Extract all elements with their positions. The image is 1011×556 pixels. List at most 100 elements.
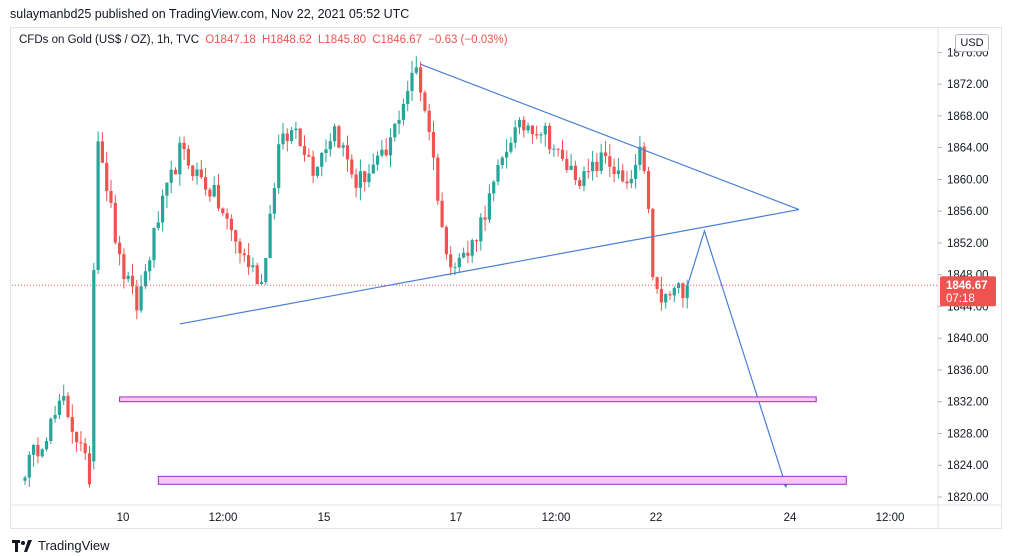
candle-body [668, 294, 672, 296]
candle-body [449, 254, 453, 268]
candle-body [487, 193, 491, 220]
candle-body [255, 265, 259, 284]
candle-body [156, 222, 160, 229]
price-tick-label: 1864.00 [947, 143, 989, 155]
candle-body [354, 174, 358, 188]
candle-body [535, 134, 539, 136]
candle-body [234, 230, 238, 242]
candle-body [169, 169, 173, 183]
projection-path [686, 229, 787, 487]
last-price-badge [940, 276, 996, 307]
candle-body [685, 285, 689, 299]
price-tick-label: 1824.00 [947, 460, 989, 472]
candle-body [526, 125, 530, 131]
candle-body [122, 254, 126, 280]
candle-body [500, 157, 504, 165]
price-tick-label: 1868.00 [947, 111, 989, 123]
candle-body [315, 166, 319, 176]
candle-body [427, 110, 431, 132]
candle-body [419, 67, 423, 93]
candle-body [345, 145, 350, 160]
candle-body [457, 257, 461, 268]
candle-body [135, 286, 139, 311]
legend-symbol: CFDs on Gold (US$ / OZ), 1h, TVC [19, 34, 200, 46]
candle-body [44, 440, 49, 450]
price-tick-label: 1828.00 [947, 428, 989, 440]
candle-body [608, 156, 612, 167]
candle-body [642, 146, 646, 172]
candle-body [646, 171, 651, 209]
candle-body [186, 149, 190, 166]
price-tick-label: 1872.00 [947, 79, 989, 91]
candle-body [363, 171, 367, 183]
candle-body [367, 173, 371, 183]
candle-body [251, 265, 255, 268]
candle-body [591, 161, 595, 172]
candle-body [79, 442, 83, 444]
candle-body [462, 252, 466, 258]
candle-body [578, 180, 582, 187]
candle-body [311, 156, 315, 176]
price-tick-label: 1820.00 [947, 492, 989, 504]
candle-body [87, 453, 92, 485]
candle-body [75, 431, 79, 443]
candle-body [496, 164, 500, 182]
candle-body [268, 213, 272, 259]
candle-body [513, 127, 517, 143]
currency-button[interactable]: USD [955, 34, 989, 52]
candle-body [595, 161, 599, 171]
candle-body [191, 165, 195, 177]
candle-body [621, 170, 625, 182]
candle-body [118, 242, 122, 255]
candle-body [659, 288, 663, 303]
candle-body [225, 213, 229, 219]
candle-body [358, 171, 362, 188]
candle-body [406, 90, 410, 104]
candle-body [530, 125, 534, 135]
candle-body [307, 155, 311, 157]
tradingview-footer[interactable]: TradingView [12, 538, 110, 553]
triangle-lower-trendline [179, 208, 800, 325]
candle-body [66, 395, 70, 418]
price-tick-label: 1852.00 [947, 238, 989, 250]
candle-body [474, 240, 479, 242]
price-tick-label: 1832.00 [947, 397, 989, 409]
candle-body [216, 185, 221, 209]
time-tick-label: 15 [318, 512, 331, 524]
candle-body [53, 414, 57, 419]
candle-body [294, 128, 298, 131]
publisher-line: sulaymanbd25 published on TradingView.co… [10, 7, 410, 21]
candle-body [62, 395, 66, 401]
candle-body [130, 275, 135, 287]
candle-body [32, 444, 36, 455]
candle-body [380, 149, 384, 156]
candle-body [221, 208, 225, 214]
candle-body [423, 92, 427, 111]
candle-body [573, 165, 577, 181]
candle-body [242, 253, 246, 256]
candle-body [40, 449, 44, 457]
candle-body [173, 169, 178, 175]
candle-body [126, 275, 130, 280]
legend-high: H1848.62 [261, 34, 312, 46]
candle-body [470, 240, 474, 256]
candle-body [376, 155, 380, 165]
legend-open: O1847.18 [205, 34, 256, 46]
time-tick-label: 10 [117, 512, 130, 524]
bar-countdown-label: 07:18 [946, 293, 975, 305]
candle-body [320, 153, 324, 167]
candle-body [509, 142, 513, 152]
candle-body [161, 195, 165, 223]
candle-body [466, 252, 470, 256]
candle-body [178, 142, 182, 175]
candle-body [238, 241, 242, 254]
time-tick-label: 22 [650, 512, 663, 524]
candle-body [479, 217, 483, 242]
candle-body [556, 148, 560, 150]
candle-body [341, 145, 345, 148]
price-tick-label: 1836.00 [947, 365, 989, 377]
candle-body [277, 144, 281, 189]
candle-body [401, 103, 405, 120]
time-tick-label: 17 [450, 512, 463, 524]
